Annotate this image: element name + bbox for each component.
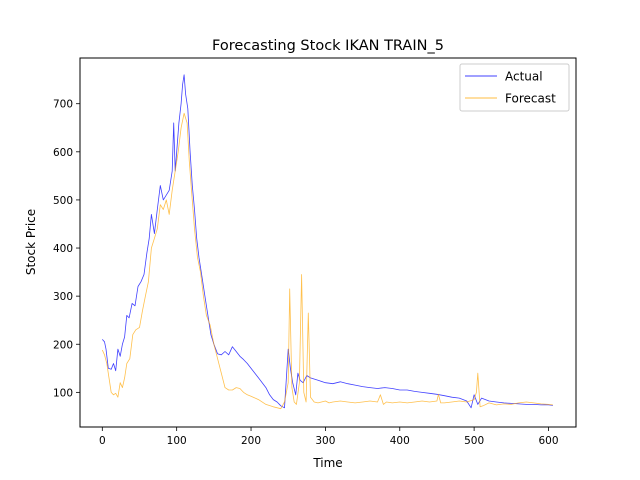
plot-frame bbox=[79, 57, 577, 428]
x-tick-label: 500 bbox=[464, 435, 484, 447]
y-tick-label: 300 bbox=[53, 291, 73, 303]
legend-label-forecast: Forecast bbox=[505, 92, 556, 106]
y-axis-label: Stock Price bbox=[24, 209, 38, 275]
y-tick-label: 500 bbox=[53, 195, 73, 207]
x-tick-label: 0 bbox=[99, 435, 106, 447]
x-axis-label: Time bbox=[312, 456, 342, 470]
y-tick-label: 200 bbox=[53, 339, 73, 351]
y-tick-label: 700 bbox=[53, 99, 73, 111]
y-tick-label: 100 bbox=[53, 387, 73, 399]
x-tick-label: 400 bbox=[390, 435, 410, 447]
y-axis: 100 200 300 400 500 600 700 bbox=[53, 99, 80, 399]
series-line-actual bbox=[102, 74, 553, 409]
plot-lines bbox=[101, 74, 553, 410]
legend: Actual Forecast bbox=[459, 63, 570, 112]
x-axis: 0 100 200 300 400 500 600 bbox=[99, 427, 559, 447]
legend-label-actual: Actual bbox=[505, 70, 543, 84]
x-tick-label: 100 bbox=[167, 435, 187, 447]
chart-title: Forecasting Stock IKAN TRAIN_5 bbox=[212, 38, 444, 54]
x-tick-label: 300 bbox=[315, 435, 335, 447]
x-tick-label: 600 bbox=[538, 435, 558, 447]
y-tick-label: 400 bbox=[53, 243, 73, 255]
series-line-forecast bbox=[101, 112, 553, 410]
x-tick-label: 200 bbox=[241, 435, 261, 447]
y-tick-label: 600 bbox=[53, 147, 73, 159]
